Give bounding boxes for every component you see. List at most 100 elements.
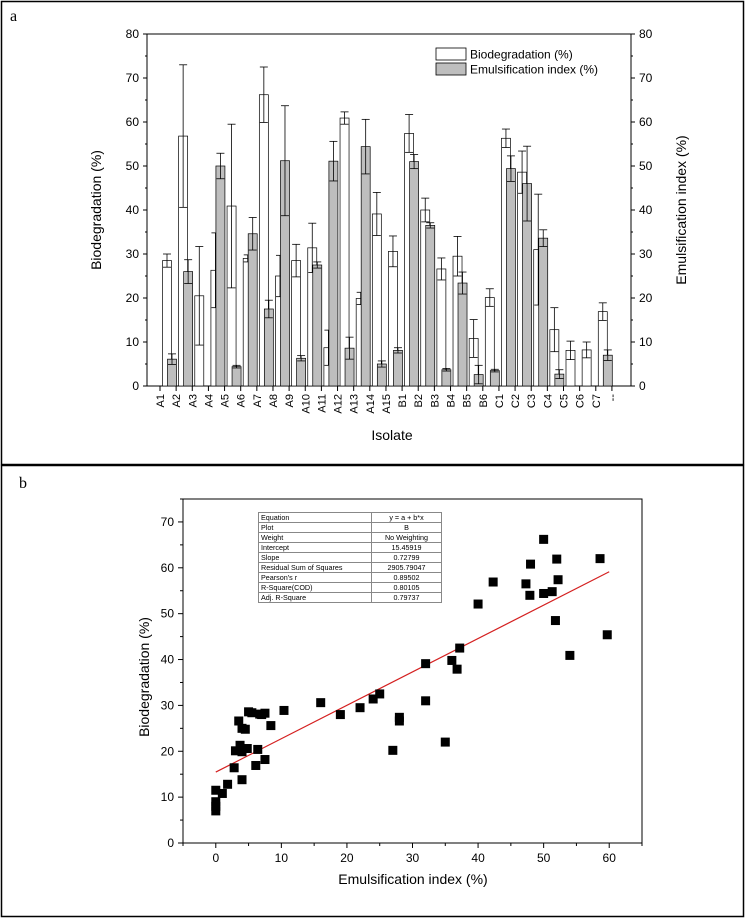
panel-a-frame — [0, 0, 745, 466]
bar-emulsification — [296, 357, 306, 387]
y-tick-label: 40 — [126, 203, 140, 217]
y-tick-label: 60 — [161, 561, 175, 575]
x-tick-label: -- — [607, 394, 619, 402]
stats-row: Slope 0.72799 — [258, 552, 442, 563]
bar-emulsification — [328, 160, 339, 387]
scatter-point — [388, 745, 398, 755]
x-tick-label: A3 — [187, 394, 199, 407]
y-tick-label: 60 — [126, 115, 140, 129]
scatter-point — [253, 744, 263, 754]
stats-label: Slope — [258, 552, 372, 563]
bar-emulsification — [183, 271, 193, 387]
x-tick-label: A15 — [381, 394, 393, 414]
panel-b-x-axis-title: Emulsification index (%) — [338, 871, 487, 887]
x-tick-label: A14 — [365, 394, 377, 414]
x-tick-label: A12 — [333, 394, 345, 414]
scatter-point — [240, 724, 250, 734]
stats-label: Pearson's r — [258, 572, 372, 583]
scatter-point — [473, 599, 483, 609]
scatter-point — [550, 616, 560, 626]
x-tick-label: A4 — [203, 394, 215, 407]
bar-emulsification — [538, 237, 549, 387]
scatter-point — [452, 664, 462, 674]
y-tick-label: 0 — [132, 379, 139, 393]
scatter-point — [552, 554, 562, 564]
scatter-point — [217, 788, 227, 798]
scatter-point — [565, 650, 575, 660]
scatter-point — [602, 630, 612, 640]
stats-value: 15.45919 — [371, 542, 442, 553]
x-tick-label: B1 — [397, 394, 409, 407]
y-tick-label: 80 — [126, 27, 140, 41]
legend-label-emulsification: Emulsification index (%) — [470, 63, 598, 77]
x-tick-label: A1 — [155, 394, 167, 407]
stats-label: Adj. R-Square — [258, 592, 372, 603]
y-tick-label: 50 — [161, 607, 175, 621]
x-tick-label: B6 — [478, 394, 490, 407]
scatter-point — [230, 746, 240, 756]
panel-a-x-axis-title: Isolate — [371, 427, 412, 443]
scatter-point — [260, 755, 270, 765]
stats-label: Residual Sum of Squares — [258, 562, 372, 573]
y2-tick-label: 30 — [639, 247, 653, 261]
y-tick-label: 40 — [161, 653, 175, 667]
bar-emulsification — [425, 225, 436, 387]
stats-row: Plot B — [258, 522, 442, 533]
scatter-point — [525, 590, 535, 600]
bar-emulsification — [231, 366, 242, 387]
scatter-point — [394, 712, 404, 722]
x-tick-label: B2 — [413, 394, 425, 407]
stats-label: Equation — [258, 512, 372, 523]
x-tick-label: A2 — [171, 394, 183, 407]
scatter-point — [235, 740, 245, 750]
scatter-point — [335, 710, 345, 720]
x-tick-label: C3 — [526, 394, 538, 408]
x-tick-label: 0 — [212, 851, 219, 865]
regression-stats-table: Equation y = a + b*x Plot B Weight No Weighti… — [258, 512, 442, 603]
legend-swatch-biodegradation — [435, 47, 467, 61]
panel-b-y-axis-title: Biodegradation (%) — [136, 617, 152, 737]
stats-row: R-Square(COD) 0.80105 — [258, 582, 442, 593]
x-tick-label: 60 — [603, 851, 617, 865]
x-tick-label: B4 — [446, 394, 458, 407]
stats-value: 0.79737 — [371, 592, 442, 603]
y-tick-label: 10 — [126, 335, 140, 349]
stats-value: No Weighting — [371, 532, 442, 543]
panel-a-legend: Biodegradation (%) Emulsification index … — [435, 47, 598, 77]
bar-emulsification — [247, 233, 258, 387]
stats-row: Intercept 15.45919 — [258, 542, 442, 553]
scatter-point — [539, 534, 549, 544]
scatter-point — [247, 708, 257, 718]
stats-label: Intercept — [258, 542, 372, 553]
y-tick-label: 20 — [161, 744, 175, 758]
x-tick-label: C4 — [542, 394, 554, 408]
bar-biodegradation — [371, 213, 382, 387]
bar-emulsification — [393, 350, 403, 387]
x-tick-label: A9 — [284, 394, 296, 407]
linear-fit-line — [215, 571, 610, 773]
panel-b-letter: b — [19, 475, 27, 492]
y2-tick-label: 80 — [639, 27, 653, 41]
x-tick-label: A10 — [300, 394, 312, 414]
stats-value: 2905.79047 — [371, 562, 442, 573]
stats-label: R-Square(COD) — [258, 582, 372, 593]
x-tick-label: B5 — [462, 394, 474, 407]
stats-value: B — [371, 522, 442, 533]
bar-biodegradation — [339, 117, 350, 387]
scatter-point — [355, 703, 365, 713]
x-tick-label: 40 — [471, 851, 485, 865]
scatter-point — [211, 806, 221, 816]
bar-emulsification — [312, 264, 323, 387]
bar-emulsification — [215, 165, 226, 387]
scatter-point — [223, 779, 233, 789]
legend-label-biodegradation: Biodegradation (%) — [470, 48, 573, 62]
x-tick-label: A11 — [316, 394, 328, 413]
x-tick-label: C6 — [575, 394, 587, 408]
y2-tick-label: 60 — [639, 115, 653, 129]
y2-tick-label: 50 — [639, 159, 653, 173]
x-tick-label: C1 — [494, 394, 506, 408]
y-tick-label: 10 — [161, 790, 175, 804]
x-tick-label: A8 — [268, 394, 280, 407]
